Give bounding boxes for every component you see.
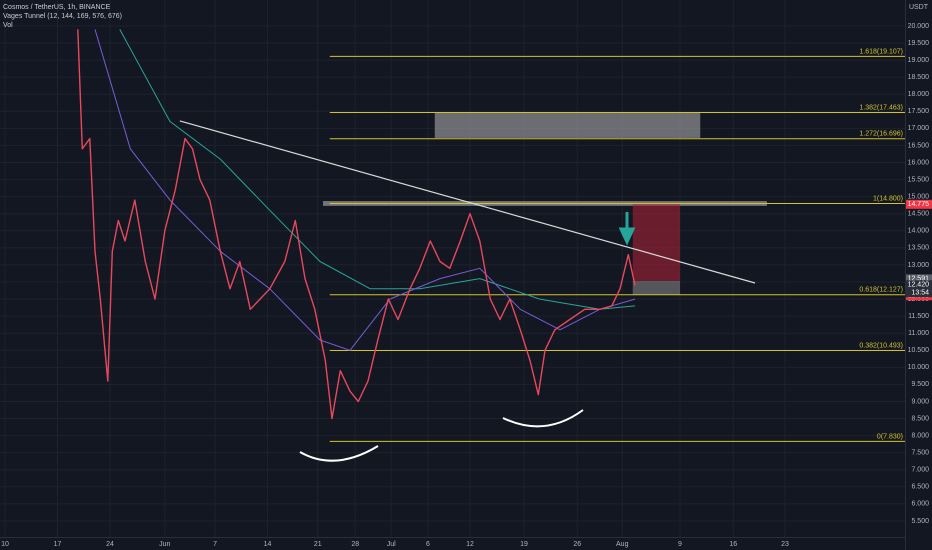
x-tick-label: 23: [781, 541, 789, 548]
y-tick-label: 15.500: [908, 176, 930, 183]
x-tick-label: Aug: [616, 541, 629, 548]
y-tick-label: 5.500: [911, 518, 929, 525]
fib-label: 0.618(12.127): [859, 287, 903, 294]
x-tick-label: 14: [264, 541, 272, 548]
y-tick-label: 6.000: [911, 501, 929, 508]
x-tick-label: 12: [466, 541, 474, 548]
zone: [434, 112, 701, 138]
y-tick-label: 16.000: [908, 159, 930, 166]
y-tick-label: 17.500: [908, 108, 930, 115]
fib-label: 0(7.830): [877, 433, 903, 440]
y-tick-label: 10.500: [908, 347, 930, 354]
x-tick-label: 6: [426, 541, 430, 548]
y-tick-label: 17.000: [908, 125, 930, 132]
y-tick-label: 19.500: [908, 40, 930, 47]
fib-label: 1.382(17.463): [859, 104, 903, 111]
bottom-arc: [502, 409, 584, 428]
y-tick-label: 11.000: [908, 330, 929, 337]
y-tick-label: 16.500: [908, 142, 930, 149]
y-tick-label: 8.000: [911, 432, 929, 439]
y-tick-label: 13.000: [908, 262, 930, 269]
indicator-label: Vol: [3, 22, 13, 29]
y-tick-label: 6.500: [911, 484, 929, 491]
y-tick-label: 20.000: [908, 23, 930, 30]
y-tick-label: 7.500: [911, 450, 929, 457]
y-tick-label: 19.000: [908, 57, 930, 64]
price-badge: [906, 199, 932, 209]
chart-title: Cosmos / TetherUS, 1h, BINANCE: [3, 4, 111, 11]
y-tick-label: 14.000: [908, 228, 930, 235]
grid: [0, 0, 905, 537]
x-tick-label: Jul: [387, 541, 396, 548]
indicator-label: Vages Tunnel (12, 144, 169, 576, 676): [3, 13, 122, 20]
zone: [632, 203, 681, 281]
x-tick-label: 24: [106, 541, 114, 548]
price-badge-label: 12.420: [908, 282, 930, 289]
y-tick-label: 10.000: [908, 364, 930, 371]
bottom-arc: [299, 445, 379, 462]
fib-label: 1(14.800): [873, 195, 903, 202]
fib-label: 0.382(10.493): [859, 342, 903, 349]
marks: 1.618(19.107) 1.382(17.463) 1.272(16.696) 1…: [77, 29, 905, 442]
y-tick-label: 8.500: [911, 415, 929, 422]
x-tick-label: 19: [520, 541, 528, 548]
x-tick-label: 16: [729, 541, 737, 548]
x-tick-label: 28: [351, 541, 359, 548]
currency-label: USDT: [909, 4, 929, 11]
x-tick-label: 21: [314, 541, 322, 548]
zone: [632, 280, 681, 295]
y-tick-label: 14.500: [908, 211, 930, 218]
tunnel-line: [94, 29, 636, 351]
countdown-badge: [906, 288, 932, 298]
y-tick-label: 13.500: [908, 245, 930, 252]
y-tick-label: 18.500: [908, 74, 930, 81]
price-badge-label: 12.591: [908, 276, 930, 283]
x-tick-label: Jun: [159, 541, 170, 548]
trendline: [179, 120, 756, 284]
price-badge: [906, 274, 932, 284]
fib-label: 1.272(16.696): [859, 131, 903, 138]
y-tick-label: 11.500: [908, 313, 929, 320]
x-tick-label: 7: [213, 541, 217, 548]
x-tick-label: 9: [678, 541, 682, 548]
y-tick-label: 9.500: [911, 381, 929, 388]
y-tick-label: 9.000: [911, 398, 929, 405]
x-tick-label: 26: [573, 541, 581, 548]
y-tick-label: 15.000: [908, 193, 930, 200]
price-line: [77, 29, 636, 420]
y-tick-label: 7.000: [911, 467, 929, 474]
countdown: 13:54: [911, 290, 929, 297]
tunnel-line: [119, 29, 636, 310]
x-tick-label: 17: [54, 541, 62, 548]
y-tick-label: 18.000: [908, 91, 930, 98]
x-tick-label: 10: [1, 541, 9, 548]
fib-label: 1.618(19.107): [859, 48, 903, 55]
price-badge: [906, 280, 932, 290]
price-badge-label: 14.775: [908, 201, 930, 208]
arrow-down: [618, 212, 636, 246]
